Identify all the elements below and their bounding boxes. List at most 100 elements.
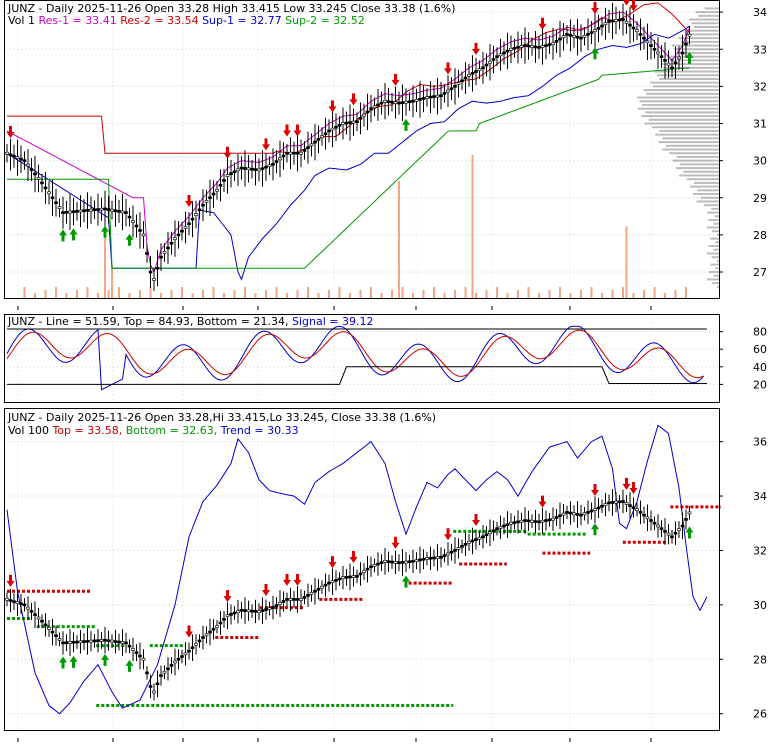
price-candle	[568, 34, 573, 37]
price-candle	[554, 40, 559, 43]
price-candle	[197, 208, 202, 212]
oscillator-legend: JUNZ - Line = 51.59, Top = 84.93, Bottom…	[7, 315, 373, 328]
price-candle	[141, 657, 146, 661]
price-candle	[36, 177, 41, 180]
price-candle	[411, 560, 415, 563]
price-candle	[547, 518, 552, 522]
price-candle	[348, 121, 352, 124]
profile-bar	[687, 33, 719, 36]
volume-bar	[338, 287, 341, 298]
price-candle	[173, 660, 177, 664]
price-candle	[635, 508, 639, 511]
volume-bar	[23, 287, 26, 298]
volume-bar	[401, 287, 404, 298]
price-candle	[684, 518, 688, 521]
price-candle	[306, 146, 310, 149]
price-candle	[204, 200, 209, 203]
price-candle	[502, 51, 506, 55]
volume-bar	[653, 287, 656, 298]
profile-bar	[678, 37, 719, 40]
price-candle	[624, 502, 629, 505]
price-candle	[362, 570, 366, 573]
trend-y-axis: 36 34 32 30 28 26	[719, 436, 767, 721]
price-candle	[369, 107, 373, 110]
sell-arrow	[185, 195, 193, 208]
legend-part: Sup-2 = 32.52	[282, 14, 365, 27]
buy-arrow	[69, 655, 78, 668]
profile-bar	[641, 115, 719, 118]
price-candle	[5, 598, 9, 601]
sell-arrow	[538, 17, 547, 30]
price-candle	[229, 172, 233, 175]
buy-arrow	[101, 653, 109, 666]
price-candle	[180, 655, 184, 658]
volume-bar	[433, 287, 435, 298]
sell-arrow	[391, 536, 400, 549]
price-candle	[470, 72, 475, 75]
price-candle	[523, 519, 527, 522]
price-candle	[428, 556, 433, 560]
volume-bar	[233, 290, 236, 298]
price-candle	[117, 210, 121, 213]
legend-part: JUNZ - Daily 2025-11-26 Open 33.28 High …	[7, 2, 456, 15]
price-candle	[264, 165, 268, 169]
profile-bar	[711, 256, 719, 259]
price-candle	[666, 532, 671, 536]
price-candle	[386, 100, 391, 104]
price-candle	[302, 149, 307, 152]
price-candle	[414, 559, 419, 562]
price-candle	[295, 151, 300, 155]
price-candle	[117, 640, 121, 644]
price-candle	[533, 520, 538, 523]
price-candle	[145, 671, 149, 675]
price-candle	[484, 533, 489, 537]
volume-bar	[296, 290, 299, 298]
price-candle	[99, 207, 104, 211]
price-candle	[579, 513, 583, 517]
profile-bar	[693, 25, 719, 28]
price-candle	[278, 157, 282, 161]
profile-bar	[676, 51, 719, 54]
volume-bar	[517, 290, 519, 298]
price-candle	[649, 519, 653, 522]
volume-bar	[254, 293, 257, 298]
price-candle	[36, 616, 41, 620]
price-candle	[43, 186, 48, 190]
price-candle	[320, 135, 324, 138]
sell-arrow	[328, 556, 337, 569]
profile-bar	[665, 144, 719, 147]
price-candle	[463, 76, 468, 80]
price-candle	[131, 648, 135, 651]
volume-bar	[139, 290, 141, 298]
profile-bar	[693, 193, 719, 196]
price-candle	[299, 598, 303, 601]
price-candle	[355, 120, 359, 123]
volume-bar	[118, 287, 120, 298]
volume-bar	[65, 293, 68, 298]
price-candle	[288, 598, 293, 601]
price-candle	[68, 641, 72, 644]
price-candle	[442, 554, 447, 557]
y-tick-label: 28	[753, 653, 767, 666]
profile-bar	[706, 278, 719, 281]
price-candle	[663, 530, 667, 533]
price-candle	[498, 526, 503, 529]
sell-arrow	[472, 42, 480, 55]
price-candle	[372, 105, 377, 109]
profile-bar	[691, 22, 719, 25]
sell-arrow	[283, 573, 291, 586]
sell-arrow	[538, 495, 547, 508]
price-candle	[183, 226, 188, 229]
profile-bar	[643, 89, 719, 92]
price-candle	[558, 514, 562, 518]
buy-arrow	[591, 47, 599, 60]
volume-bar	[485, 290, 488, 298]
buy-arrow	[59, 229, 67, 242]
price-candle	[614, 19, 618, 22]
volume-bar	[104, 233, 106, 298]
price-candle	[677, 56, 681, 60]
price-candle	[565, 33, 569, 36]
volume-bar	[202, 290, 204, 298]
profile-bar	[676, 155, 719, 158]
